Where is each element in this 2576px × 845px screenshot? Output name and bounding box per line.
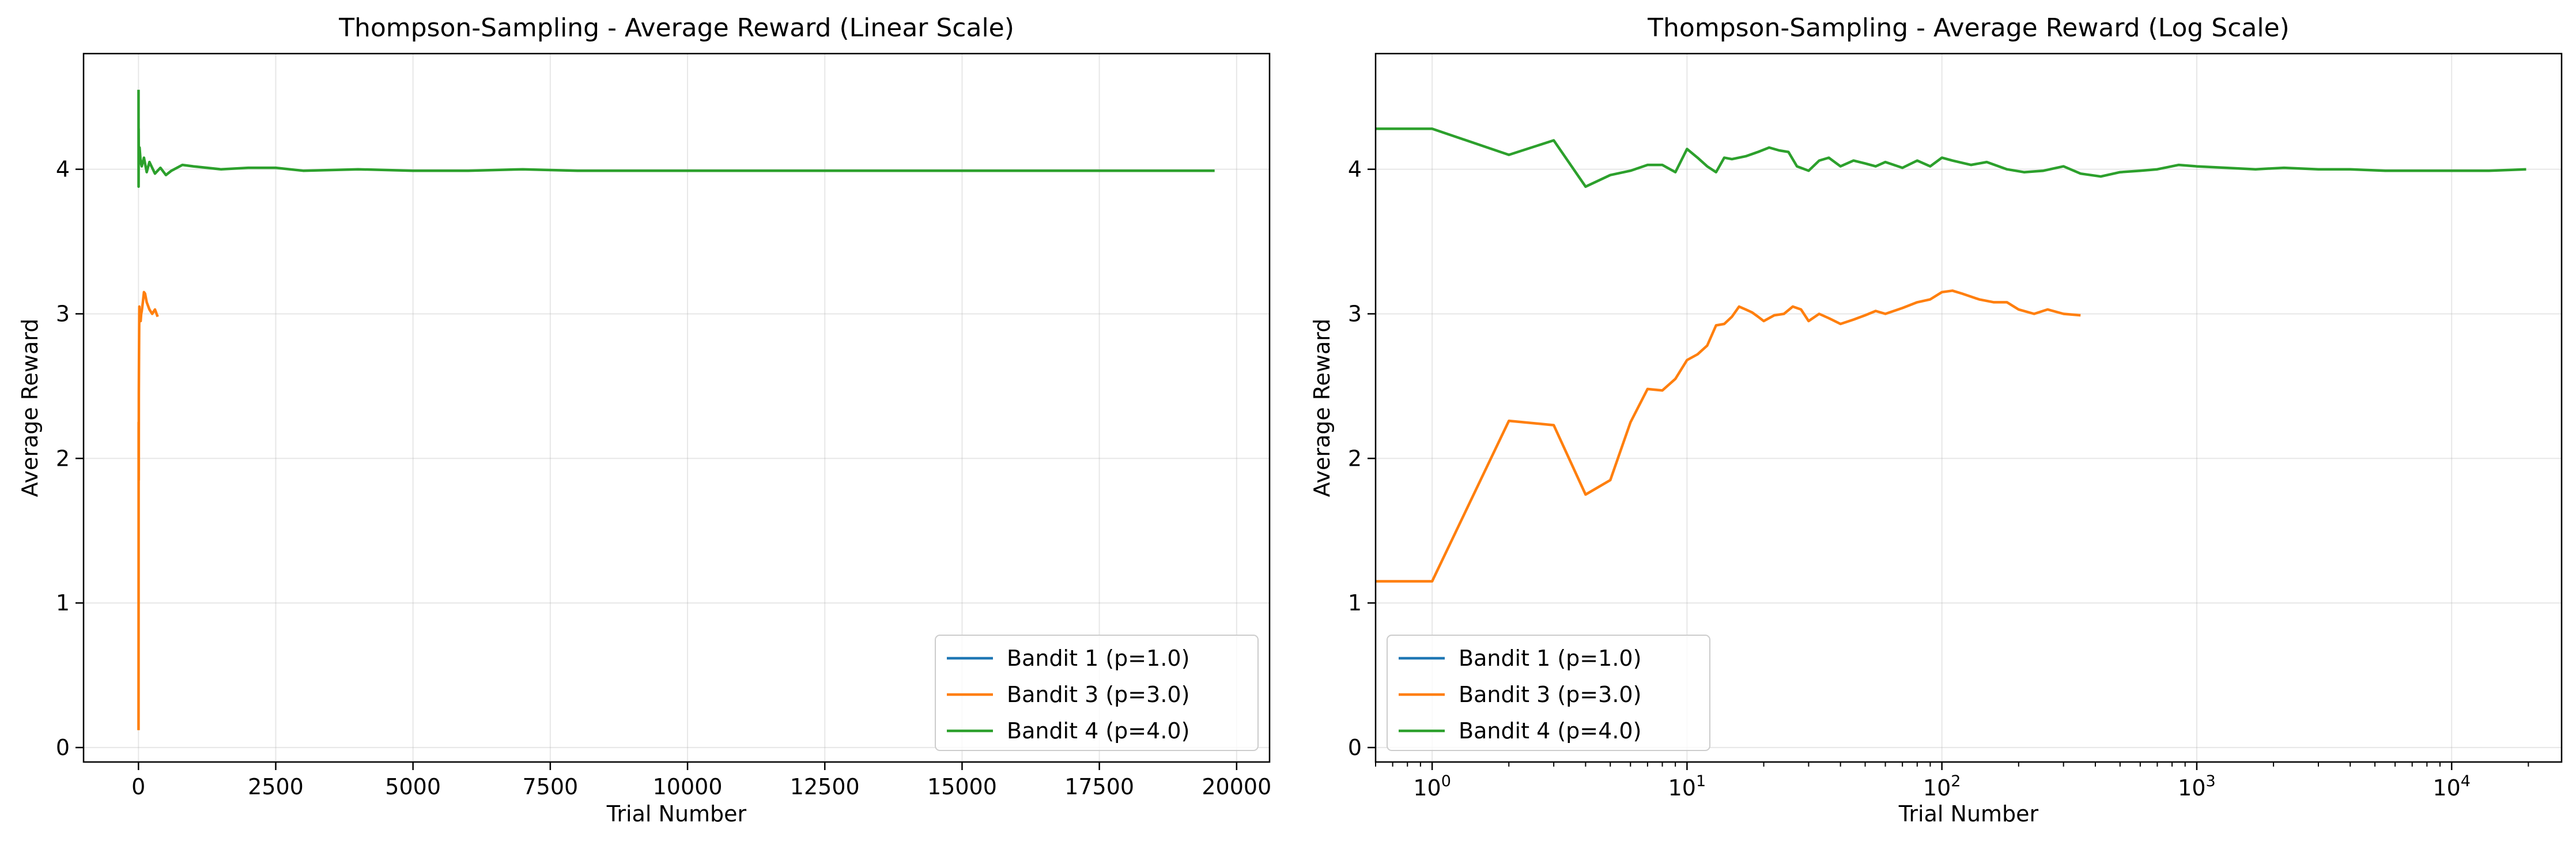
y-axis-label: Average Reward (17, 319, 43, 497)
x-tick-label: 17500 (1064, 774, 1134, 799)
x-tick-label: 7500 (523, 774, 579, 799)
legend-label-2: Bandit 3 (p=3.0) (1007, 682, 1189, 707)
x-axis-label: Trial Number (606, 801, 747, 827)
y-tick-label: 2 (56, 446, 70, 471)
chart-title: Thompson-Sampling - Average Reward (Line… (338, 13, 1014, 43)
y-tick-label: 2 (1348, 446, 1362, 471)
y-tick-label: 1 (56, 590, 70, 616)
legend-box (1387, 635, 1710, 751)
x-tick-label: 0 (131, 774, 145, 799)
y-tick-label: 4 (56, 157, 70, 182)
y-tick-label: 3 (56, 301, 70, 326)
legend-label-3: Bandit 4 (p=4.0) (1007, 718, 1189, 744)
x-tick-label: 102 (1923, 772, 1961, 801)
legend-label-1: Bandit 1 (p=1.0) (1459, 646, 1641, 671)
y-tick-label: 1 (1348, 590, 1362, 616)
x-minor-ticks (1375, 762, 2529, 767)
plot-frame (1374, 52, 2563, 763)
y-tick-label: 4 (1348, 157, 1362, 182)
plot-frame (82, 52, 1271, 763)
x-tick-label: 15000 (927, 774, 997, 799)
y-tick-label: 0 (56, 735, 70, 760)
y-axis-label: Average Reward (1309, 319, 1335, 497)
x-tick-label: 20000 (1202, 774, 1271, 799)
chart-2: 100 101 102 103 104 0 1 2 3 4 Thompson-Sampling - … (1309, 13, 2563, 827)
x-axis-label: Trial Number (1898, 801, 2039, 827)
y-tick-label: 3 (1348, 301, 1362, 326)
series-line-3 (137, 89, 1215, 188)
legend-box (935, 635, 1259, 751)
chart-1: 0 2500 5000 7500 10000 12500 15000 17500 20000 0 1… (17, 13, 1271, 827)
legend: Bandit 1 (p=1.0) Bandit 3 (p=3.0) Bandit 4… (1387, 635, 1710, 751)
legend-label-3: Bandit 4 (p=4.0) (1459, 718, 1641, 744)
legend-label-2: Bandit 3 (p=3.0) (1459, 682, 1641, 707)
x-tick-label: 103 (2178, 772, 2216, 801)
x-tick-label: 104 (2433, 772, 2471, 801)
x-tick-label: 2500 (248, 774, 304, 799)
x-tick-label: 10000 (653, 774, 723, 799)
series-line-2 (137, 291, 159, 730)
legend-label-1: Bandit 1 (p=1.0) (1007, 646, 1189, 671)
series-line-3 (1376, 127, 2526, 188)
series-line-2 (1376, 289, 2081, 583)
x-tick-label: 12500 (790, 774, 860, 799)
y-tick-label: 0 (1348, 735, 1362, 760)
x-tick-label: 5000 (385, 774, 441, 799)
x-tick-label: 100 (1413, 772, 1451, 801)
x-tick-label: 101 (1668, 772, 1706, 801)
legend: Bandit 1 (p=1.0) Bandit 3 (p=3.0) Bandit 4… (935, 635, 1259, 751)
chart-title: Thompson-Sampling - Average Reward (Log … (1647, 13, 2290, 43)
